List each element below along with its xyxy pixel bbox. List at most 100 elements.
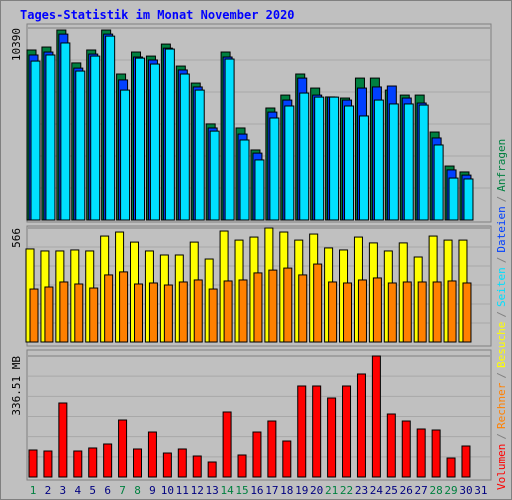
bar xyxy=(418,104,429,221)
bar xyxy=(327,397,337,478)
x-tick-label: 12 xyxy=(191,484,204,497)
bar xyxy=(133,448,143,478)
bar xyxy=(358,115,369,221)
bar xyxy=(177,448,187,478)
x-tick-label: 1 xyxy=(30,484,37,497)
bar xyxy=(149,63,160,221)
x-tick-label: 10 xyxy=(161,484,174,497)
bar xyxy=(342,385,352,478)
panel xyxy=(26,349,492,481)
bar xyxy=(30,60,41,221)
bar xyxy=(432,281,442,343)
bar xyxy=(192,455,202,478)
bar xyxy=(328,281,338,343)
legend-entry: Anfragen xyxy=(495,139,508,192)
bar xyxy=(446,457,456,478)
bar xyxy=(267,420,277,478)
y-tick-label: 336.51 MB xyxy=(10,356,23,416)
legend-separator: / xyxy=(495,257,508,264)
bar xyxy=(89,287,99,343)
bar xyxy=(222,411,232,478)
bar xyxy=(43,450,53,478)
x-tick-label: 21 xyxy=(325,484,338,497)
bar xyxy=(104,274,114,343)
x-tick-label: 23 xyxy=(355,484,368,497)
bar xyxy=(357,279,367,343)
bar xyxy=(269,117,280,221)
x-tick-label: 8 xyxy=(134,484,141,497)
bar xyxy=(44,286,54,343)
x-tick-label: 20 xyxy=(310,484,323,497)
x-tick-label: 24 xyxy=(370,484,384,497)
legend-entry: Dateien xyxy=(495,206,508,252)
bar xyxy=(193,279,203,343)
bar xyxy=(75,70,86,221)
legend-separator: / xyxy=(495,196,508,203)
bar xyxy=(372,277,382,343)
x-tick-label: 22 xyxy=(340,484,353,497)
x-tick-label: 7 xyxy=(119,484,126,497)
x-tick-label: 29 xyxy=(444,484,457,497)
bar xyxy=(343,282,353,343)
x-tick-label: 4 xyxy=(74,484,81,497)
x-tick-label: 2 xyxy=(45,484,52,497)
x-tick-label: 17 xyxy=(265,484,278,497)
x-tick-label: 15 xyxy=(235,484,248,497)
legend: Volumen / Rechner / Besuche / Seiten / Dateien / A… xyxy=(495,139,508,490)
bar xyxy=(28,449,38,478)
bar xyxy=(237,454,247,478)
x-tick-label: 9 xyxy=(149,484,156,497)
bar xyxy=(298,274,308,343)
bar xyxy=(448,177,459,221)
x-tick-label: 16 xyxy=(250,484,263,497)
bar xyxy=(462,282,472,343)
bar xyxy=(356,373,366,478)
legend-separator: / xyxy=(495,372,508,379)
bar xyxy=(73,450,83,478)
bar xyxy=(313,263,323,343)
bar xyxy=(252,431,262,478)
legend-entry: Besuche xyxy=(495,322,508,368)
x-tick-label: 31 xyxy=(474,484,487,497)
bar xyxy=(58,402,68,478)
bar xyxy=(238,279,248,343)
bar xyxy=(207,461,217,478)
x-tick-label: 3 xyxy=(60,484,67,497)
bar xyxy=(402,281,412,343)
bar xyxy=(373,99,384,221)
bar xyxy=(105,35,116,221)
x-tick-label: 28 xyxy=(429,484,442,497)
bar xyxy=(29,288,39,343)
bar xyxy=(297,385,307,478)
x-tick-label: 13 xyxy=(206,484,219,497)
x-tick-label: 26 xyxy=(400,484,413,497)
bar xyxy=(282,440,292,478)
bar xyxy=(135,57,146,221)
bar xyxy=(239,139,250,221)
x-tick-label: 30 xyxy=(459,484,472,497)
bar xyxy=(223,280,233,343)
x-tick-label: 27 xyxy=(415,484,428,497)
bar xyxy=(224,58,235,221)
bar xyxy=(147,431,157,478)
bar xyxy=(164,48,175,221)
bar xyxy=(387,282,397,343)
bar xyxy=(401,420,411,478)
bar xyxy=(463,178,474,221)
bar xyxy=(208,288,218,343)
bar xyxy=(59,281,69,343)
bar xyxy=(60,42,71,221)
x-tick-label: 18 xyxy=(280,484,293,497)
legend-separator: / xyxy=(495,311,508,318)
bar xyxy=(371,355,381,478)
bar xyxy=(120,89,131,221)
bar xyxy=(103,443,113,478)
bar xyxy=(179,73,190,221)
bar xyxy=(388,103,399,221)
y-tick-label: 10390 xyxy=(10,28,23,61)
y-tick-label: 566 xyxy=(10,228,23,248)
bar xyxy=(386,413,396,478)
bar xyxy=(312,385,322,478)
bar xyxy=(447,280,457,343)
